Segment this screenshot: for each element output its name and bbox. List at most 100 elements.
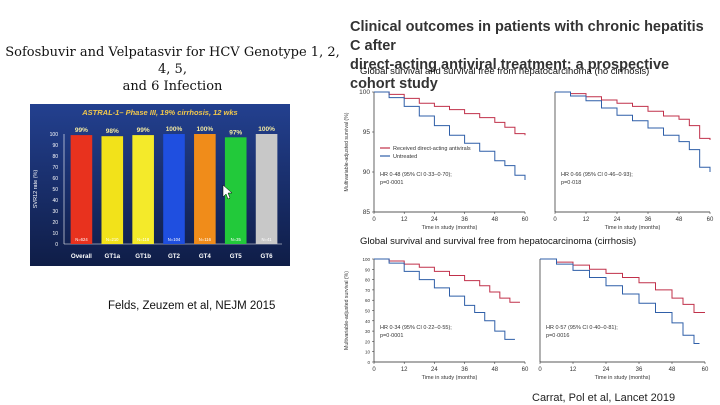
km-y-tick-label: 50 bbox=[365, 309, 371, 314]
bar-y-tick-label: 50 bbox=[52, 187, 58, 193]
km-x-tick-label: 36 bbox=[645, 217, 652, 223]
bar-category-label: GT1a bbox=[105, 253, 121, 260]
bar-category-label: GT2 bbox=[168, 253, 181, 260]
right-title: Clinical outcomes in patients with chron… bbox=[350, 18, 718, 94]
bar-value-label: 100% bbox=[197, 126, 214, 133]
bar-category-label: GT1b bbox=[135, 253, 151, 260]
km-line-treated bbox=[374, 91, 526, 136]
km-x-tick-label: 36 bbox=[461, 367, 468, 373]
km-x-axis-label: Time in study (months) bbox=[605, 225, 661, 231]
km-legend-label: Untreated bbox=[393, 154, 417, 160]
km-y-tick-label: 95 bbox=[363, 129, 371, 136]
km-x-tick-label: 60 bbox=[522, 367, 529, 373]
left-title-line2: and 6 Infection bbox=[122, 79, 223, 94]
km-hr-annotation: p=0·018 bbox=[561, 180, 581, 186]
left-title: Sofosbuvir and Velpatasvir for HCV Genot… bbox=[0, 44, 345, 95]
km-y-tick-label: 90 bbox=[363, 169, 371, 176]
bar-category-label: GT6 bbox=[261, 253, 274, 260]
km-y-tick-label: 60 bbox=[365, 298, 371, 303]
right-title-line2: direct-acting antiviral treatment: a pro… bbox=[350, 57, 670, 92]
km-hr-annotation: HR 0·48 (95% CI 0·33–0·70); bbox=[380, 172, 452, 178]
km-y-tick-label: 90 bbox=[365, 267, 371, 272]
km-panel-no-cirrhosis-overall: 85 90 95 100 Multivariable-adjusted survival… bbox=[344, 89, 529, 231]
bar-y-tick-label: 0 bbox=[55, 242, 58, 248]
bar-y-tick-label: 80 bbox=[52, 154, 58, 160]
bar-value-label: 97% bbox=[229, 129, 242, 136]
bar-y-tick-label: 70 bbox=[52, 165, 58, 171]
bar-value-label: 100% bbox=[258, 126, 275, 133]
km-x-tick-label: 60 bbox=[707, 217, 714, 223]
km-y-tick-label: 100 bbox=[359, 89, 370, 96]
bar-gt4 bbox=[194, 134, 216, 244]
km-x-tick-label: 48 bbox=[669, 367, 676, 373]
bar-gt5 bbox=[224, 137, 247, 244]
km-line-untreated bbox=[540, 258, 700, 344]
km-x-tick-label: 60 bbox=[522, 217, 529, 223]
subtitle-cirrhosis: Global survival and survival free from h… bbox=[360, 236, 637, 247]
km-x-tick-label: 12 bbox=[401, 367, 408, 373]
km-hr-annotation: p=0·0016 bbox=[546, 333, 569, 339]
km-x-tick-label: 60 bbox=[702, 367, 709, 373]
bar-y-tick-label: 40 bbox=[52, 198, 58, 204]
cursor-icon bbox=[222, 184, 233, 200]
citation-right: Carrat, Pol et al, Lancet 2019 bbox=[532, 392, 676, 404]
km-y-axis-label: Multivariable-adjusted survival (%) bbox=[344, 271, 350, 350]
km-x-tick-label: 48 bbox=[491, 367, 498, 373]
bar-chart-background bbox=[30, 104, 290, 266]
bar-gt1b bbox=[132, 135, 154, 244]
km-y-tick-label: 70 bbox=[365, 288, 371, 293]
km-x-tick-label: 36 bbox=[636, 367, 643, 373]
km-y-tick-label: 10 bbox=[365, 350, 371, 355]
km-y-tick-label: 100 bbox=[362, 257, 370, 262]
astral-bar-chart: ASTRAL-1– Phase III, 19% cirrhosis, 12 w… bbox=[30, 104, 290, 266]
bar-n-label: N=624 bbox=[75, 237, 88, 242]
km-x-tick-label: 24 bbox=[603, 367, 610, 373]
km-hr-annotation: HR 0·57 (95% CI 0·40–0·81); bbox=[546, 325, 618, 331]
km-hr-annotation: HR 0·66 (95% CI 0·46–0·93); bbox=[561, 172, 633, 178]
km-line-treated bbox=[540, 258, 705, 314]
bar-category-label: Overall bbox=[71, 253, 92, 260]
km-x-tick-label: 0 bbox=[553, 217, 557, 223]
km-y-tick-label: 0 bbox=[367, 360, 370, 365]
bar-n-label: N=104 bbox=[168, 237, 181, 242]
km-x-tick-label: 24 bbox=[614, 217, 621, 223]
km-x-tick-label: 12 bbox=[570, 367, 577, 373]
bar-value-label: 99% bbox=[137, 127, 150, 134]
km-x-tick-label: 48 bbox=[491, 217, 498, 223]
km-x-tick-label: 36 bbox=[461, 217, 468, 223]
km-y-tick-label: 80 bbox=[365, 278, 371, 283]
km-line-untreated bbox=[374, 258, 515, 340]
km-x-tick-label: 48 bbox=[676, 217, 683, 223]
bar-n-label: N=118 bbox=[137, 237, 150, 242]
km-x-tick-label: 0 bbox=[372, 367, 376, 373]
km-y-axis-label: Multivariable-adjusted survival (%) bbox=[344, 112, 350, 191]
km-y-tick-label: 20 bbox=[365, 339, 371, 344]
bar-n-label: N=210 bbox=[106, 237, 119, 242]
bar-value-label: 100% bbox=[166, 126, 183, 133]
bar-category-label: GT5 bbox=[230, 253, 243, 260]
right-title-line1: Clinical outcomes in patients with chron… bbox=[350, 19, 704, 54]
bar-y-tick-label: 60 bbox=[52, 176, 58, 182]
bar-value-label: 98% bbox=[106, 128, 119, 135]
km-x-tick-label: 0 bbox=[372, 217, 376, 223]
km-panel-no-cirrhosis-hcc-free: 0 12 24 36 48 60 Time in study (months) HR 0·66… bbox=[553, 91, 714, 231]
bar-overall bbox=[70, 135, 93, 244]
km-y-tick-label: 40 bbox=[365, 319, 371, 324]
km-line-treated bbox=[374, 258, 520, 303]
km-line-untreated bbox=[555, 91, 711, 172]
bar-y-tick-label: 90 bbox=[52, 143, 58, 149]
bar-y-tick-label: 30 bbox=[52, 209, 58, 215]
km-x-tick-label: 0 bbox=[538, 367, 542, 373]
km-hr-annotation: p=0·0001 bbox=[380, 180, 403, 186]
km-panel-cirrhosis-hcc-free: 0 12 24 36 48 60 Time in study (months) HR 0·57… bbox=[538, 258, 709, 381]
bar-n-label: N=41 bbox=[262, 237, 273, 242]
km-x-axis-label: Time in study (months) bbox=[422, 375, 478, 381]
subtitle-no-cirrhosis: Global survival and survival free from h… bbox=[360, 66, 650, 77]
km-hr-annotation: HR 0·34 (95% CI 0·22–0·55); bbox=[380, 325, 452, 331]
bar-y-axis-label: SVR12 rate (%) bbox=[33, 170, 39, 209]
km-x-axis-label: Time in study (months) bbox=[595, 375, 651, 381]
bar-y-tick-label: 10 bbox=[52, 231, 58, 237]
km-y-tick-label: 30 bbox=[365, 329, 371, 334]
bar-gt6 bbox=[255, 134, 278, 244]
